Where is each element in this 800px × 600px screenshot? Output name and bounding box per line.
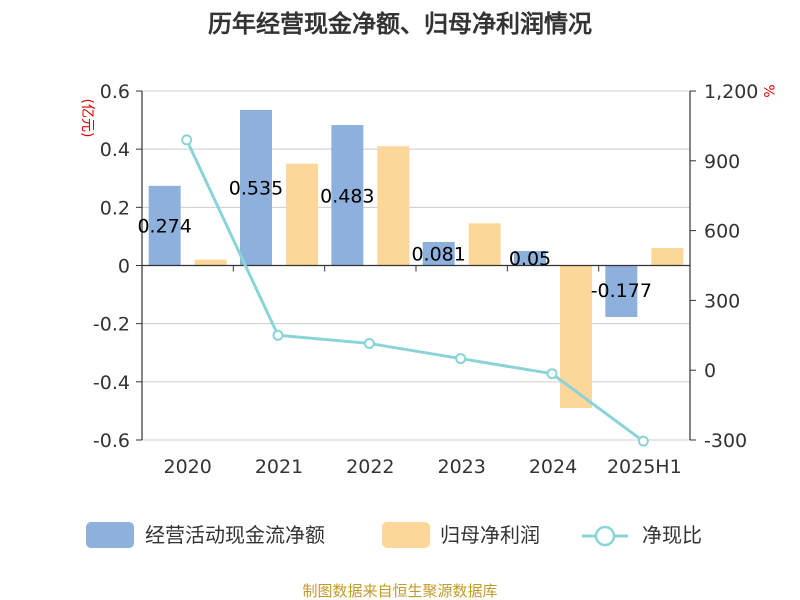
x-tick-label: 2024 [529,456,577,478]
bar-net-profit [560,265,592,409]
ratio-point [272,329,284,341]
left-tick-label: 0.6 [100,81,130,103]
right-tick-label: 900 [704,151,740,173]
right-axis-unit-label: % [760,84,776,97]
x-tick-label: 2022 [346,456,394,478]
ratio-point [546,368,558,380]
bar-net-profit [377,146,410,266]
bar-net-profit [651,248,684,266]
axes [141,91,691,440]
ratio-line [181,134,649,447]
legend-swatch-ratio-marker [594,525,616,547]
left-axis-unit-label: (亿元) [79,99,95,138]
x-tick-label: 2023 [437,456,485,478]
data-label-operating-cash-flow: 0.535 [229,178,283,200]
data-label-operating-cash-flow: -0.177 [591,280,652,302]
bar-net-profit [194,259,227,266]
bar-net-profit [286,163,318,266]
legend-swatch-operating-cash-flow [86,522,134,548]
bar-operating-cash-flow [240,109,272,266]
data-label-operating-cash-flow: 0.081 [411,244,465,266]
right-tick-label: 300 [704,290,740,312]
legend-swatch-net-profit [382,522,430,548]
data-label-operating-cash-flow: 0.274 [137,216,191,238]
bar-operating-cash-flow [514,250,546,266]
data-source-note: 制图数据来自恒生聚源数据库 [302,582,497,600]
bar-operating-cash-flow [605,265,638,317]
legend-label-operating-cash-flow: 经营活动现金流净额 [145,523,325,547]
right-axis-ticks: 1,200 900 600 300 0 -300 [690,81,758,452]
bar-net-profit [468,223,501,266]
left-tick-label: -0.2 [93,314,130,336]
ratio-point [181,134,193,146]
left-tick-label: -0.4 [93,372,130,394]
ratio-line-path [185,139,645,443]
legend: 经营活动现金流净额 归母净利润 净现比 [86,522,702,548]
chart-title: 历年经营现金净额、归母净利润情况 [208,10,592,38]
left-tick-label: 0 [118,256,130,278]
bar-operating-cash-flow [148,185,181,266]
right-tick-label: 0 [704,360,716,382]
ratio-point [363,337,375,349]
left-axis-ticks: 0.6 0.4 0.2 0 -0.2 -0.4 -0.6 [93,81,142,452]
bars [148,109,684,409]
x-axis-labels: 2020 2021 2022 2023 2024 2025H1 [163,456,681,478]
ratio-point [455,353,467,365]
x-tick-label: 2020 [163,456,211,478]
right-tick-label: -300 [704,430,747,452]
left-tick-label: 0.4 [100,139,130,161]
ratio-point [637,435,649,447]
data-labels: 0.274 0.535 0.483 0.081 0.05 -0.177 [137,178,651,302]
right-tick-label: 600 [704,221,740,243]
x-tick-label: 2021 [255,456,303,478]
right-tick-label: 1,200 [704,81,758,103]
left-tick-label: -0.6 [93,430,130,452]
left-tick-label: 0.2 [100,197,130,219]
x-tick-label: 2025H1 [607,456,682,478]
legend-label-net-profit: 归母净利润 [440,523,540,547]
legend-label-ratio: 净现比 [642,523,702,547]
data-label-operating-cash-flow: 0.483 [320,185,374,207]
data-label-operating-cash-flow: 0.05 [509,248,551,270]
bar-operating-cash-flow [422,241,455,266]
bar-operating-cash-flow [331,125,364,266]
